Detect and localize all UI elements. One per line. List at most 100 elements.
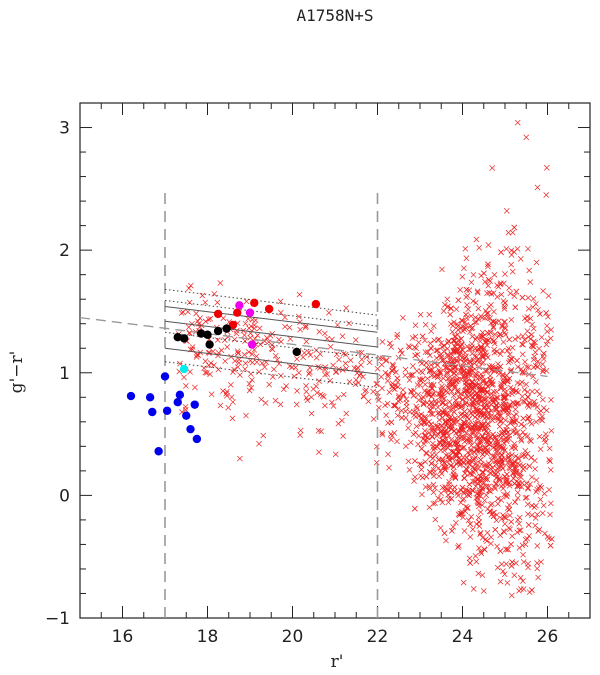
- field-galaxy-point: [476, 359, 482, 366]
- field-galaxy-point: [473, 405, 480, 412]
- field-galaxy-point: [453, 519, 459, 526]
- field-galaxy-point: [502, 389, 508, 396]
- field-galaxy-point: [490, 290, 497, 296]
- field-galaxy-point: [428, 460, 435, 467]
- field-galaxy-point: [518, 436, 524, 443]
- field-galaxy-point: [518, 421, 525, 428]
- field-galaxy-point: [242, 320, 249, 327]
- field-galaxy-point: [475, 424, 482, 430]
- field-galaxy-point: [386, 464, 392, 471]
- field-galaxy-point: [461, 434, 467, 441]
- field-galaxy-point: [410, 392, 417, 399]
- field-galaxy-point: [515, 400, 522, 406]
- field-galaxy-point: [385, 371, 392, 378]
- field-galaxy-point: [422, 381, 429, 388]
- field-galaxy-point: [483, 396, 490, 402]
- field-galaxy-point: [482, 368, 489, 374]
- field-galaxy-point: [419, 491, 425, 498]
- field-galaxy-point: [483, 538, 490, 544]
- field-galaxy-point: [525, 394, 531, 401]
- field-galaxy-point: [454, 459, 461, 465]
- field-galaxy-point: [456, 394, 463, 401]
- field-galaxy-point: [234, 348, 241, 355]
- field-galaxy-point: [474, 416, 481, 422]
- field-galaxy-point: [416, 461, 423, 467]
- field-galaxy-point: [475, 476, 481, 483]
- field-galaxy-point: [472, 299, 479, 306]
- field-galaxy-point: [543, 192, 550, 198]
- field-galaxy-point: [528, 502, 535, 509]
- field-galaxy-point: [329, 399, 335, 406]
- field-galaxy-point: [416, 412, 422, 419]
- field-galaxy-point: [508, 355, 514, 362]
- x-tick-label: 18: [197, 627, 219, 647]
- field-galaxy-point: [339, 333, 346, 340]
- field-galaxy-point: [412, 322, 419, 329]
- field-galaxy-point: [512, 445, 519, 452]
- field-galaxy-point: [431, 360, 438, 366]
- field-galaxy-point: [519, 341, 525, 348]
- field-galaxy-point: [413, 368, 420, 374]
- field-galaxy-point: [439, 422, 445, 429]
- field-galaxy-point: [450, 524, 457, 530]
- field-galaxy-point: [379, 431, 386, 438]
- field-galaxy-point: [406, 344, 413, 351]
- field-galaxy-point: [491, 308, 497, 315]
- field-galaxy-point: [525, 522, 532, 528]
- field-galaxy-point: [462, 470, 468, 477]
- field-galaxy-point: [297, 427, 304, 434]
- field-galaxy-point: [501, 329, 508, 336]
- field-galaxy-point: [472, 478, 478, 485]
- field-galaxy-point: [460, 514, 466, 521]
- field-galaxy-point: [479, 374, 486, 380]
- field-galaxy-point: [428, 403, 434, 410]
- field-galaxy-point: [452, 474, 459, 480]
- field-galaxy-point: [500, 439, 507, 446]
- field-galaxy-point: [531, 398, 538, 405]
- field-galaxy-point: [424, 349, 431, 355]
- field-galaxy-point: [485, 449, 492, 456]
- field-galaxy-point: [315, 427, 322, 434]
- field-galaxy-point: [237, 455, 243, 462]
- field-galaxy-point: [473, 460, 479, 467]
- field-galaxy-point: [235, 350, 242, 357]
- red-sequence-dotted-line: [164, 361, 378, 388]
- field-galaxy-point: [455, 389, 461, 396]
- field-galaxy-point: [439, 441, 446, 448]
- field-galaxy-point: [443, 410, 449, 417]
- field-galaxy-point: [520, 578, 526, 584]
- field-galaxy-point: [444, 429, 451, 436]
- field-galaxy-point: [537, 483, 543, 489]
- field-galaxy-point: [427, 410, 434, 417]
- field-galaxy-point: [462, 401, 469, 408]
- field-galaxy-point: [464, 292, 471, 299]
- field-galaxy-point: [448, 305, 454, 311]
- field-galaxy-point: [483, 336, 490, 343]
- field-galaxy-point: [389, 383, 396, 390]
- field-galaxy-point: [469, 333, 476, 340]
- field-galaxy-point: [457, 351, 463, 358]
- member-galaxy-point: [175, 390, 185, 400]
- field-galaxy-point: [455, 440, 461, 446]
- field-galaxy-point: [424, 375, 431, 382]
- member-galaxy-point: [233, 308, 242, 317]
- field-galaxy-point: [498, 561, 505, 568]
- field-galaxy-point: [423, 364, 430, 371]
- field-galaxy-point: [479, 469, 486, 476]
- field-galaxy-point: [433, 451, 439, 458]
- field-galaxy-point: [313, 383, 320, 390]
- field-galaxy-point: [432, 500, 438, 507]
- field-galaxy-point: [229, 415, 236, 422]
- field-galaxy-point: [488, 534, 495, 541]
- field-galaxy-point: [463, 430, 470, 437]
- field-galaxy-point: [497, 281, 504, 288]
- field-galaxy-point: [451, 448, 457, 455]
- field-galaxy-point: [520, 415, 527, 422]
- field-galaxy-point: [430, 382, 437, 388]
- field-galaxy-point: [508, 261, 515, 268]
- field-galaxy-point: [434, 430, 441, 437]
- field-galaxy-point: [483, 352, 490, 359]
- field-galaxy-point: [397, 347, 404, 354]
- field-galaxy-point: [400, 392, 407, 399]
- field-galaxy-point: [525, 404, 532, 410]
